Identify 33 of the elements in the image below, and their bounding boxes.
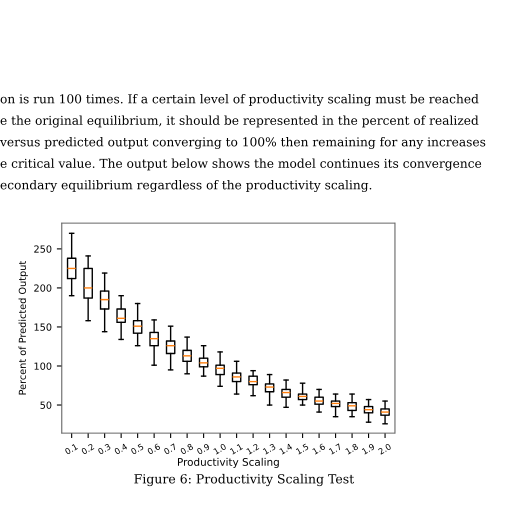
caption: Figure 6: Productivity Scaling Test: [134, 474, 354, 486]
x-tick-label: 1.5: [296, 443, 309, 455]
text: e the original equilibrium, it should be represented in the percent of realized: [0, 116, 478, 128]
x-tick-label: 0.8: [180, 443, 194, 455]
x-tick-label: 0.2: [80, 443, 94, 455]
text: versus predicted output converging to 100% then remaining for any increases: [0, 137, 486, 149]
text: on is run 100 times. If a certain level of productivity scaling must be reached: [0, 94, 479, 106]
y-axis-title: Percent of Predicted Output: [18, 261, 28, 394]
x-tick-label: 1.1: [230, 443, 243, 454]
x-tick-label: 0.3: [97, 443, 112, 455]
x-tick-label: 1.8: [345, 443, 359, 455]
x-tick-label: 1.0: [213, 443, 227, 455]
x-tick-label: 0.4: [114, 443, 128, 455]
text: econdary equilibrium regardless of the productivity scaling.: [0, 180, 372, 192]
y-tick-label: 150: [34, 323, 52, 331]
x-tick-label: 1.7: [328, 443, 342, 454]
x-axis-title: Productivity Scaling: [178, 458, 279, 468]
x-tick-label: 1.3: [262, 443, 276, 455]
x-tick-label: 0.7: [163, 443, 177, 455]
y-tick-label: 50: [40, 402, 52, 409]
x-tick-label: 1.4: [279, 443, 293, 454]
y-tick-label: 200: [34, 284, 52, 292]
y-tick-label: 250: [34, 245, 52, 253]
x-tick-label: 0.9: [196, 443, 210, 455]
text: e critical value. The output below shows the model continues its convergence: [0, 158, 482, 170]
x-tick-label: 1.6: [312, 443, 326, 455]
y-tick-label: 100: [34, 362, 52, 370]
x-tick-label: 1.2: [246, 443, 260, 454]
x-tick-label: 2.0: [378, 443, 392, 455]
x-tick-label: 0.5: [130, 443, 144, 455]
x-tick-label: 1.9: [362, 443, 376, 455]
x-tick-label: 0.6: [146, 443, 161, 455]
x-tick-label: 0.1: [64, 443, 78, 455]
